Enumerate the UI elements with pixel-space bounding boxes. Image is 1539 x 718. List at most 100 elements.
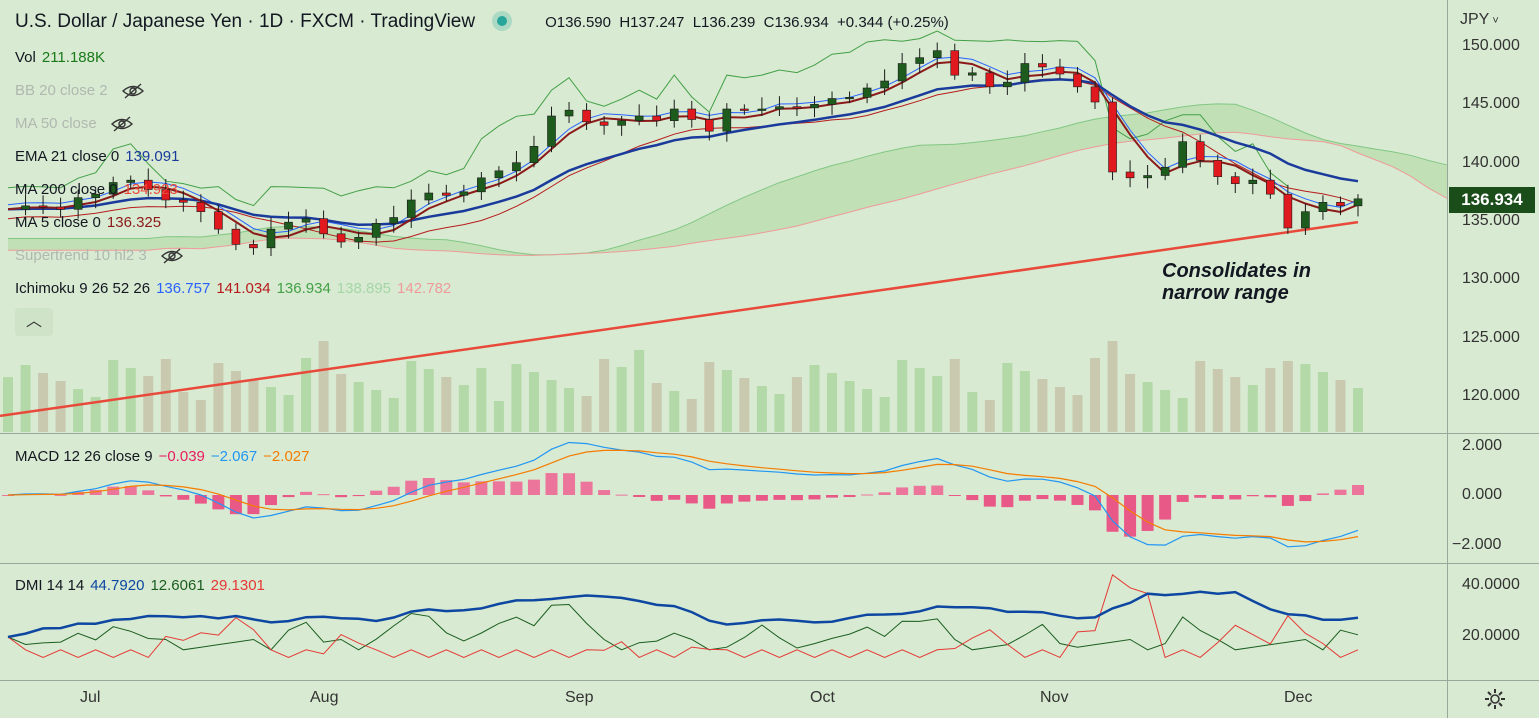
volume-bar — [546, 380, 557, 432]
legend-vol[interactable]: Vol 211.188K — [15, 49, 111, 66]
candle-body — [1143, 175, 1152, 179]
hidden-eye-icon[interactable] — [160, 248, 183, 264]
macd-histogram-bar — [1211, 495, 1224, 500]
macd-line — [7, 441, 1359, 548]
volume-bar — [791, 377, 802, 432]
candle-body — [319, 218, 328, 235]
macd-histogram-bar — [598, 490, 611, 495]
macd-histogram-bar — [580, 481, 593, 495]
hidden-eye-icon[interactable] — [110, 116, 133, 132]
chart-canvas[interactable] — [0, 0, 1447, 680]
volume-bar — [20, 365, 31, 432]
volume-bar — [879, 397, 890, 432]
candle-body — [284, 221, 293, 230]
market-status-dot[interactable] — [497, 15, 508, 26]
macd-histogram-bar — [142, 490, 155, 495]
legend-dmi[interactable]: DMI 14 14 44.7920 12.6061 29.1301 — [15, 577, 271, 594]
chevron-down-icon: ˅ — [1489, 15, 1499, 27]
volume-bar — [1300, 364, 1311, 432]
volume-bar — [1107, 341, 1118, 432]
volume-bar — [441, 377, 452, 432]
candle-body — [827, 98, 837, 105]
volume-bar — [809, 365, 820, 432]
candle-body — [740, 108, 749, 111]
legend-bb[interactable]: BB 20 close 2 — [15, 82, 144, 99]
time-axis-label: Nov — [1040, 689, 1069, 706]
hidden-eye-icon[interactable] — [121, 83, 144, 99]
legend-ma5-value: 136.325 — [106, 214, 162, 231]
candle-body — [1178, 141, 1187, 168]
symbol-title[interactable]: U.S. Dollar / Japanese Yen · 1D · FXCM ·… — [15, 11, 476, 32]
volume-bar — [476, 368, 487, 432]
volume-bar — [844, 381, 855, 432]
collapse-legend-button[interactable]: ︿ — [15, 308, 53, 336]
pane-separator-macd[interactable] — [0, 433, 1539, 434]
macd-axis-label: −2.000 — [1452, 536, 1502, 553]
settings-gear-icon[interactable] — [1484, 688, 1506, 710]
macd-histogram-bar — [264, 495, 277, 506]
macd-histogram-bar — [948, 495, 961, 496]
legend-ma50[interactable]: MA 50 close — [15, 115, 133, 132]
macd-histogram-bar — [317, 494, 330, 496]
legend-ichimoku-span-b: 142.782 — [397, 280, 452, 297]
volume-bar — [1317, 372, 1328, 432]
macd-histogram-bar — [633, 495, 646, 497]
macd-histogram-bar — [1053, 495, 1066, 501]
chart-area[interactable] — [0, 0, 1447, 680]
macd-histogram-bar — [282, 495, 295, 498]
chart-annotation[interactable]: Consolidates in narrow range — [1162, 260, 1311, 304]
candle-body — [564, 109, 574, 117]
last-price-marker[interactable]: 136.934 — [1449, 187, 1535, 213]
candle-body — [687, 108, 697, 120]
legend-ma200[interactable]: MA 200 close 0 134.923 — [15, 181, 184, 198]
macd-histogram-bar — [54, 494, 67, 496]
volume-bar — [721, 370, 732, 432]
time-axis-label: Dec — [1284, 689, 1313, 706]
candle-body — [38, 205, 48, 208]
legend-ma5[interactable]: MA 5 close 0 136.325 — [15, 214, 167, 231]
candle-body — [56, 206, 65, 210]
currency-selector[interactable]: JPY ˅ — [1460, 11, 1499, 29]
macd-histogram-bar — [229, 495, 242, 515]
candle-body — [73, 197, 83, 210]
macd-histogram-bar — [475, 481, 488, 495]
macd-histogram-bar — [966, 495, 979, 501]
candle-body — [810, 104, 819, 109]
macd-histogram-bar — [931, 485, 944, 495]
price-axis-label: 140.000 — [1462, 154, 1520, 171]
candle-body — [1055, 66, 1065, 75]
pane-separator-dmi[interactable] — [0, 563, 1539, 564]
macd-histogram-bar — [913, 485, 926, 495]
legend-ichimoku-label: Ichimoku 9 26 52 26 — [15, 280, 151, 297]
macd-histogram-bar — [492, 481, 505, 495]
candle-body — [582, 109, 591, 123]
candle-body — [126, 179, 136, 183]
legend-ema21[interactable]: EMA 21 close 0 139.091 — [15, 148, 185, 165]
candle-body — [722, 108, 732, 132]
ohlc-change: +0.344 (+0.25%) — [837, 14, 949, 31]
candle-body — [249, 244, 258, 249]
legend-vol-label: Vol — [15, 49, 36, 66]
candle-body — [231, 228, 241, 245]
macd-histogram-bar — [1036, 495, 1049, 500]
macd-histogram-bar — [1194, 495, 1207, 498]
candle-body — [529, 146, 539, 163]
candle-body — [915, 57, 924, 64]
macd-histogram-bar — [896, 487, 909, 495]
macd-histogram-bar — [247, 495, 260, 515]
volume-bar — [230, 371, 241, 432]
candle-body — [512, 162, 521, 172]
volume-bar — [616, 367, 627, 432]
legend-dmi-label: DMI 14 14 — [15, 577, 85, 594]
candle-body — [424, 192, 434, 201]
legend-macd[interactable]: MACD 12 26 close 9 −0.039 −2.067 −2.027 — [15, 448, 315, 465]
macd-histogram-bar — [983, 495, 996, 507]
legend-supertrend[interactable]: Supertrend 10 hl2 3 — [15, 247, 183, 264]
legend-ma200-label: MA 200 close 0 — [15, 181, 118, 198]
legend-ichimoku[interactable]: Ichimoku 9 26 52 26 136.757 141.034 136.934… — [15, 280, 457, 297]
ohlc-close: C136.934 — [763, 14, 829, 31]
candle-body — [1090, 86, 1100, 103]
volume-bar — [1125, 374, 1136, 432]
volume-bar — [143, 376, 154, 432]
time-axis-separator — [0, 680, 1539, 681]
